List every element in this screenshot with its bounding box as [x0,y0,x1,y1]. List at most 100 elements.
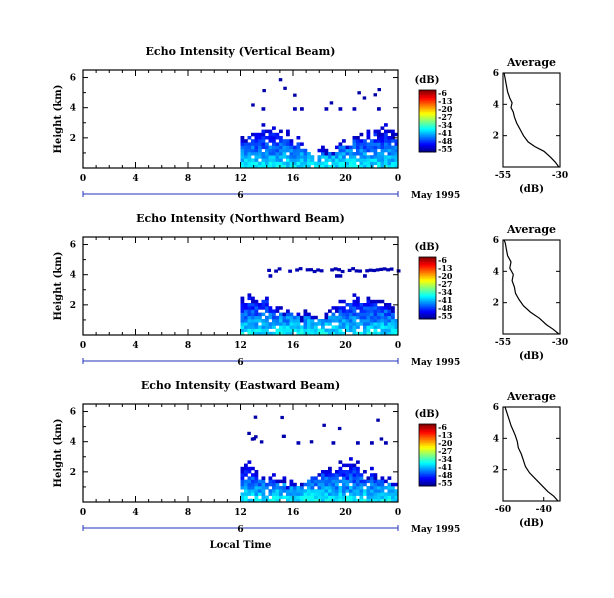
heatmap-cell [331,479,336,484]
profile-y-tick-label: 6 [493,403,499,413]
heatmap-cell [272,136,276,140]
colorbar-tick-label: -20 [438,104,453,114]
heatmap-cell [259,440,264,444]
heatmap-cell [345,328,350,333]
heatmap-cell [289,142,294,146]
heatmap-cell [244,328,248,333]
heatmap-cell [244,164,248,169]
heatmap-cell [352,315,357,320]
heatmap-cell [286,486,290,490]
heatmap-cell [356,136,360,140]
heatmap-cell [331,473,336,477]
heatmap-cell [258,498,262,503]
heatmap-cell [384,486,388,490]
heatmap-cell [244,145,248,150]
heatmap-cell [352,498,357,503]
heatmap-cell [366,322,371,326]
colorbar-tick-label: -55 [438,311,452,321]
heatmap-cell [324,489,329,493]
heatmap-cell [321,161,325,166]
heatmap-cell [244,139,248,143]
heatmap-cell [342,155,346,159]
heatmap-cell [349,470,353,474]
heatmap-cell [251,331,255,336]
heatmap-cell [352,139,357,143]
heatmap-cell [265,155,269,159]
heatmap-cell [335,476,339,480]
x-tick-label: 4 [132,508,138,518]
heatmap-cell [314,479,318,484]
heatmap-cell [328,315,332,320]
heatmap-cell [317,482,322,487]
heatmap-cell [373,482,378,487]
heatmap-cell [293,325,297,329]
colorbar-tick-label: -41 [438,462,452,472]
colorbar-tick-label: -41 [438,128,452,138]
heatmap-cell [282,331,287,336]
heatmap-cell [279,139,283,143]
heatmap-cell [349,498,353,503]
colorbar-segment [419,270,436,273]
heatmap-cell [377,482,381,487]
heatmap-cell [310,482,315,487]
heatmap-cell [254,161,259,166]
heatmap-cell [377,161,381,166]
heatmap-cell [265,325,269,329]
heatmap-cell [286,492,290,496]
colorbar-segment [419,103,436,106]
heatmap-cell [362,96,367,100]
heatmap-cell [300,498,304,503]
heatmap-cell [251,325,255,329]
heatmap-cell [289,164,294,169]
heatmap-cell [265,145,269,150]
heatmap-cell [240,139,245,143]
heatmap-cell [387,136,392,140]
profile-line [503,239,560,335]
heatmap-cell [394,148,399,153]
colorbar-segment [419,127,436,130]
panel-title: Echo Intensity (Northward Beam) [136,212,345,225]
heatmap-cell [377,486,381,490]
colorbar-segment [419,436,436,439]
heatmap-cell [296,486,301,490]
heatmap-cell [338,328,343,333]
heatmap-cell [363,498,367,503]
heatmap-cell [328,155,332,159]
heatmap-cell [324,312,329,317]
heatmap-cell [300,142,304,146]
heatmap-cell [324,492,329,496]
heatmap-cell [286,155,290,159]
heatmap-cell [373,489,378,493]
colorbar-segment [419,283,436,286]
heatmap-cell [328,319,332,323]
x-tick-label: 16 [287,174,300,184]
heatmap-cell [300,315,304,320]
heatmap-cell [240,164,245,169]
heatmap-cell [282,155,287,159]
heatmap-cell [296,441,301,445]
heatmap-cell [317,489,322,493]
heatmap-cells [240,267,401,336]
heatmap-cell [240,319,245,323]
colorbar-frame [418,89,437,153]
heatmap-cell [359,152,364,156]
heatmap-cell [335,306,339,310]
heatmap-cell [272,161,276,166]
heatmap-cell [247,486,252,490]
heatmap-cell [363,145,367,150]
heatmap-cell [338,148,343,153]
heatmap-cell [254,306,259,310]
heatmap-cell [366,331,371,336]
heatmap-cell [254,145,259,150]
heatmap-cell [300,107,304,111]
heatmap-cell [380,486,385,490]
colorbar-segment [419,96,436,99]
heatmap-cell [286,164,290,169]
heatmap-cell [300,328,304,333]
heatmap-cell [349,457,353,461]
heatmap-cell [335,492,339,496]
heatmap-cell [352,495,357,500]
heatmap-cell [380,152,385,156]
heatmap-cell [296,155,301,159]
heatmap-cell [240,331,245,336]
